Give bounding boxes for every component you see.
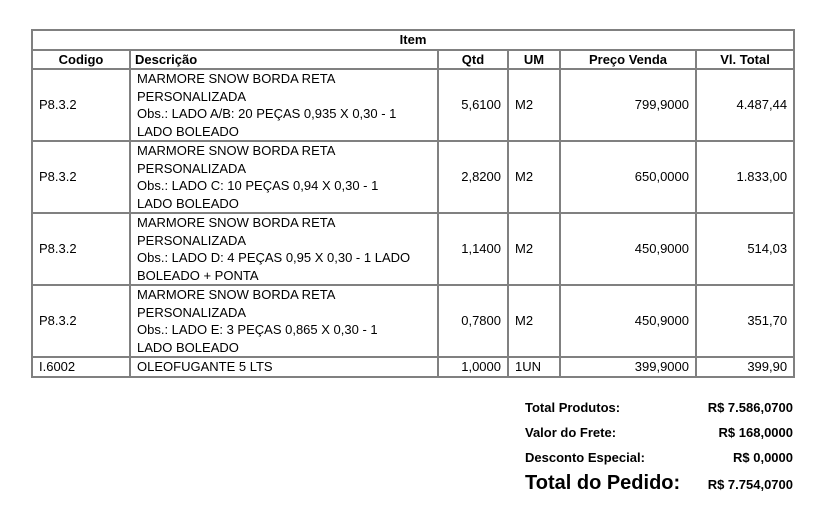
total-produtos-label: Total Produtos: — [525, 400, 621, 415]
description-line: LADO BOLEADO — [137, 339, 239, 355]
total-pedido-value: R$ 7.754,0700 — [707, 477, 793, 492]
column-header-preco: Preço Venda — [559, 48, 697, 70]
cell-qtd: 5,6100 — [437, 68, 509, 142]
cell-descricao: MARMORE SNOW BORDA RETA PERSONALIZADA Obs.… — [129, 212, 439, 286]
cell-codigo: P8.3.2 — [31, 212, 131, 286]
cell-um: M2 — [507, 284, 561, 358]
column-header-um: UM — [507, 48, 561, 70]
cell-total: 351,70 — [694, 284, 796, 358]
table-row: P8.3.2 MARMORE SNOW BORDA RETA PERSONALIZA… — [31, 140, 796, 214]
cell-qtd: 0,7800 — [437, 284, 509, 358]
column-header-total: Vl. Total — [694, 48, 796, 70]
description-line: BOLEADO + PONTA — [137, 267, 259, 283]
column-header-codigo: Codigo — [31, 48, 131, 70]
description-line: MARMORE SNOW BORDA RETA — [137, 287, 336, 302]
table-row: I.6002 OLEOFUGANTE 5 LTS 1,0000 1UN 399,9000… — [31, 356, 796, 378]
cell-preco: 450,9000 — [559, 284, 697, 358]
description-line: LADO BOLEADO — [137, 123, 239, 139]
cell-total: 4.487,44 — [694, 68, 796, 142]
description-line: MARMORE SNOW BORDA RETA — [137, 71, 336, 86]
column-header-descricao: Descrição — [129, 48, 439, 70]
description-line: PERSONALIZADA — [137, 304, 247, 320]
cell-qtd: 1,1400 — [437, 212, 509, 286]
cell-um: 1UN — [507, 356, 561, 378]
cell-qtd: 1,0000 — [437, 356, 509, 378]
group-header: Item — [30, 29, 796, 51]
description-line: PERSONALIZADA — [137, 88, 247, 104]
frete-value: R$ 168,0000 — [718, 425, 793, 440]
cell-codigo: P8.3.2 — [31, 284, 131, 358]
table-row: P8.3.2 MARMORE SNOW BORDA RETA PERSONALIZA… — [31, 284, 796, 358]
description-line: Obs.: LADO C: 10 PEÇAS 0,94 X 0,30 - 1 — [137, 178, 379, 193]
cell-preco: 399,9000 — [559, 356, 697, 378]
total-pedido-row: Total do Pedido: R$ 7.754,0700 — [525, 472, 793, 500]
cell-um: M2 — [507, 212, 561, 286]
frete-row: Valor do Frete: R$ 168,0000 — [525, 425, 793, 450]
cell-descricao: MARMORE SNOW BORDA RETA PERSONALIZADA Obs.… — [129, 68, 439, 142]
cell-um: M2 — [507, 140, 561, 214]
items-table: Item Codigo Descrição Qtd UM Preço Venda Vl. … — [30, 29, 796, 378]
cell-total: 399,90 — [694, 356, 796, 378]
cell-descricao: MARMORE SNOW BORDA RETA PERSONALIZADA Obs.… — [129, 284, 439, 358]
cell-codigo: P8.3.2 — [31, 68, 131, 142]
description-line: PERSONALIZADA — [137, 232, 247, 248]
cell-preco: 650,0000 — [559, 140, 697, 214]
description-line: Obs.: LADO A/B: 20 PEÇAS 0,935 X 0,30 - … — [137, 106, 397, 121]
cell-um: M2 — [507, 68, 561, 142]
desconto-label: Desconto Especial: — [525, 450, 645, 465]
desconto-row: Desconto Especial: R$ 0,0000 — [525, 450, 793, 472]
total-produtos-row: Total Produtos: R$ 7.586,0700 — [525, 400, 793, 425]
cell-descricao: MARMORE SNOW BORDA RETA PERSONALIZADA Obs.… — [129, 140, 439, 214]
description-line: Obs.: LADO D: 4 PEÇAS 0,95 X 0,30 - 1 LA… — [137, 250, 411, 265]
cell-preco: 450,9000 — [559, 212, 697, 286]
total-produtos-value: R$ 7.586,0700 — [707, 400, 793, 415]
description-line: MARMORE SNOW BORDA RETA — [137, 143, 336, 158]
cell-codigo: P8.3.2 — [31, 140, 131, 214]
totals-panel: Total Produtos: R$ 7.586,0700 Valor do Fr… — [525, 400, 793, 500]
cell-preco: 799,9000 — [559, 68, 697, 142]
description-line: LADO BOLEADO — [137, 195, 239, 211]
frete-label: Valor do Frete: — [525, 425, 617, 440]
description-line: Obs.: LADO E: 3 PEÇAS 0,865 X 0,30 - 1 — [137, 322, 378, 337]
cell-codigo: I.6002 — [31, 356, 131, 378]
cell-total: 1.833,00 — [694, 140, 796, 214]
cell-total: 514,03 — [694, 212, 796, 286]
cell-descricao: OLEOFUGANTE 5 LTS — [129, 356, 439, 378]
description-line: OLEOFUGANTE 5 LTS — [137, 359, 273, 374]
table-row: P8.3.2 MARMORE SNOW BORDA RETA PERSONALIZA… — [31, 68, 796, 142]
table-row: P8.3.2 MARMORE SNOW BORDA RETA PERSONALIZA… — [31, 212, 796, 286]
description-line: MARMORE SNOW BORDA RETA — [137, 215, 336, 230]
column-header-qtd: Qtd — [437, 48, 509, 70]
description-line: PERSONALIZADA — [137, 160, 247, 176]
desconto-value: R$ 0,0000 — [733, 450, 793, 465]
cell-qtd: 2,8200 — [437, 140, 509, 214]
total-pedido-label: Total do Pedido: — [525, 472, 681, 494]
